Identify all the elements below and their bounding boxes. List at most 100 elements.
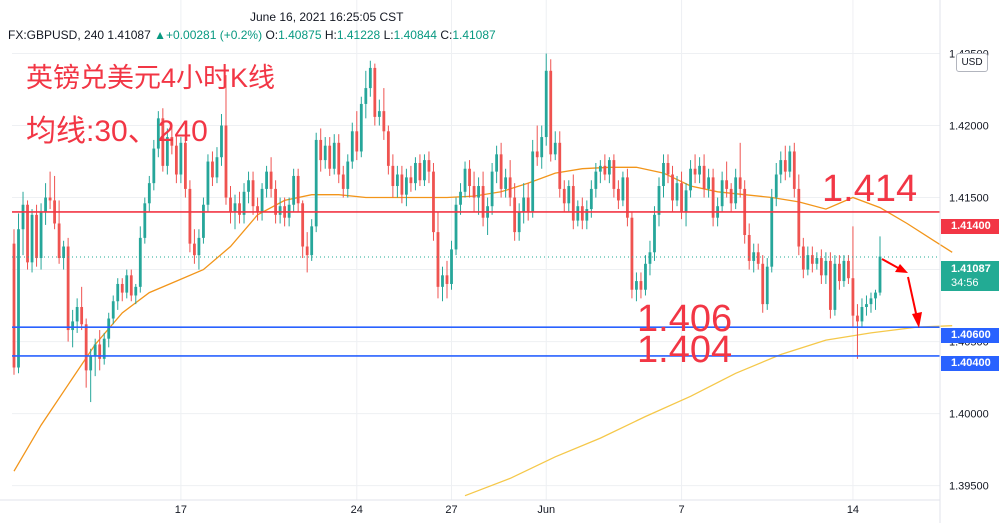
candle	[414, 157, 417, 191]
candle	[689, 160, 692, 198]
candle	[251, 171, 255, 215]
candle-body	[405, 177, 408, 195]
candle	[368, 60, 372, 97]
candle	[427, 151, 431, 184]
candle	[707, 168, 711, 198]
high-label: H:	[324, 28, 337, 42]
candle-body	[720, 180, 724, 207]
candle	[238, 191, 241, 224]
y-tick-label: 1.39500	[949, 481, 989, 493]
candle-body	[657, 186, 661, 215]
candle-body	[436, 232, 440, 287]
candle-body	[860, 307, 864, 322]
candle	[810, 246, 814, 273]
candle-body	[89, 355, 93, 371]
candle-body	[423, 160, 426, 181]
candle-body	[562, 188, 566, 204]
candle-body	[603, 165, 607, 175]
candle-body	[220, 125, 223, 158]
candle	[504, 168, 508, 198]
candle	[450, 240, 453, 290]
candle	[224, 75, 228, 205]
y-tick-label: 1.42000	[949, 121, 989, 133]
candle-body	[774, 174, 778, 198]
timestamp: June 16, 2021 16:25:05 CST	[250, 10, 404, 24]
candle	[242, 183, 246, 224]
candle	[788, 145, 792, 178]
forecast-arrow-2	[907, 276, 918, 319]
candle-body	[540, 137, 544, 158]
moving-average-annotation: 均线:30、240	[26, 115, 208, 148]
candle	[62, 240, 66, 270]
candle-body	[44, 197, 47, 212]
candle-body	[472, 186, 476, 198]
candle	[202, 197, 205, 244]
candle-body	[138, 237, 142, 287]
candle	[874, 289, 877, 310]
candle	[702, 154, 706, 198]
time-axis[interactable]: 17 24 27 Jun 7 14	[0, 499, 940, 516]
candle	[459, 183, 462, 215]
candle-body	[71, 321, 75, 331]
candle	[495, 145, 499, 184]
candle	[197, 229, 201, 270]
candle-body	[215, 157, 219, 178]
candle	[639, 272, 643, 299]
candle	[499, 142, 503, 198]
candle-body	[125, 275, 129, 293]
x-tick-label: 7	[678, 504, 684, 516]
candle	[44, 183, 47, 225]
symbol-label[interactable]: FX:GBPUSD, 240	[8, 28, 105, 42]
candle	[635, 272, 638, 302]
candle	[626, 168, 629, 227]
candle-body	[468, 168, 471, 187]
candle-body	[346, 161, 350, 189]
candle	[765, 258, 769, 310]
candle	[603, 154, 607, 181]
candle-body	[725, 180, 729, 189]
candle-body	[35, 214, 38, 259]
candle	[305, 232, 309, 273]
level-1414-label: 1.414	[822, 168, 918, 210]
candle-body	[792, 151, 796, 189]
candle	[847, 255, 850, 284]
candle	[143, 197, 147, 244]
candle-body	[161, 118, 165, 166]
candle-body	[801, 246, 805, 270]
candle-body	[111, 301, 115, 319]
ma30-series	[13, 166, 953, 472]
candle-body	[833, 263, 837, 310]
candle-body	[653, 214, 656, 253]
candle	[531, 139, 535, 218]
candle	[612, 154, 616, 198]
candle-body	[319, 139, 323, 161]
candle-body	[463, 168, 467, 192]
candle	[373, 63, 377, 126]
level-1406-label: 1.406	[637, 298, 733, 340]
candle-body	[689, 168, 692, 191]
candle	[26, 200, 29, 270]
candle	[549, 59, 553, 162]
candle	[756, 243, 760, 270]
candle-body	[824, 260, 828, 276]
candle-body	[517, 211, 521, 233]
candle	[878, 236, 882, 296]
candle	[355, 111, 359, 161]
candle	[472, 171, 476, 212]
candle-body	[48, 197, 52, 201]
candle-body	[752, 252, 756, 261]
candle	[684, 183, 688, 227]
candle	[824, 252, 828, 284]
candle-body	[30, 214, 34, 263]
candle-body	[314, 139, 318, 227]
candle-body	[847, 260, 850, 279]
candle-body	[75, 307, 79, 322]
currency-button[interactable]: USD	[956, 53, 988, 72]
candle-body	[594, 171, 598, 189]
candle	[66, 237, 70, 342]
candle-body	[414, 162, 417, 184]
candle	[729, 183, 733, 212]
candle	[256, 197, 259, 221]
candle-body	[188, 188, 192, 244]
candle	[400, 165, 404, 204]
